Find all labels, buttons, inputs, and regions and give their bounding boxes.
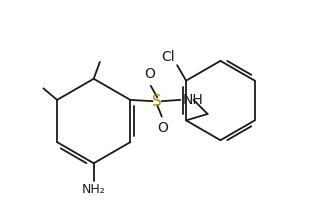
- Text: O: O: [144, 67, 155, 81]
- Text: NH: NH: [183, 93, 204, 107]
- Text: S: S: [152, 94, 162, 109]
- Text: Cl: Cl: [161, 50, 175, 64]
- Text: O: O: [158, 121, 169, 135]
- Text: NH₂: NH₂: [82, 183, 106, 196]
